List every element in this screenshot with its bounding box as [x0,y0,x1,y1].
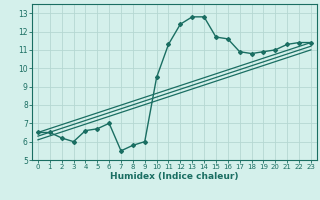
X-axis label: Humidex (Indice chaleur): Humidex (Indice chaleur) [110,172,239,181]
